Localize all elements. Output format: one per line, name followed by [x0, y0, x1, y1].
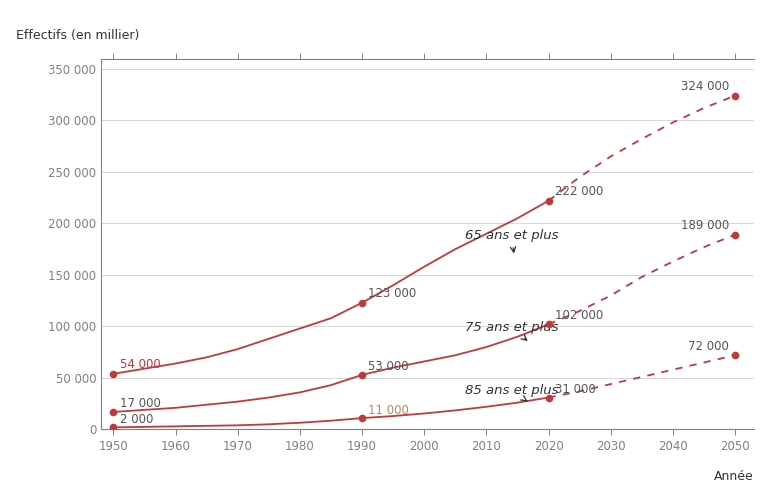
Text: 324 000: 324 000	[681, 80, 729, 93]
Text: 65 ans et plus: 65 ans et plus	[465, 229, 558, 252]
Text: 102 000: 102 000	[555, 309, 603, 322]
Text: Effectifs (en millier): Effectifs (en millier)	[16, 29, 140, 42]
Text: 123 000: 123 000	[368, 286, 416, 300]
Text: 72 000: 72 000	[688, 340, 729, 353]
Text: 85 ans et plus: 85 ans et plus	[465, 384, 558, 401]
Text: 54 000: 54 000	[120, 358, 160, 371]
Text: 222 000: 222 000	[555, 184, 603, 198]
Text: 31 000: 31 000	[555, 384, 595, 396]
Text: 17 000: 17 000	[120, 397, 161, 410]
Text: 75 ans et plus: 75 ans et plus	[465, 321, 558, 340]
Text: Année: Année	[714, 470, 754, 483]
Text: 189 000: 189 000	[681, 219, 729, 232]
Text: 11 000: 11 000	[368, 404, 409, 417]
Text: 53 000: 53 000	[368, 360, 409, 373]
Text: 2 000: 2 000	[120, 413, 153, 427]
